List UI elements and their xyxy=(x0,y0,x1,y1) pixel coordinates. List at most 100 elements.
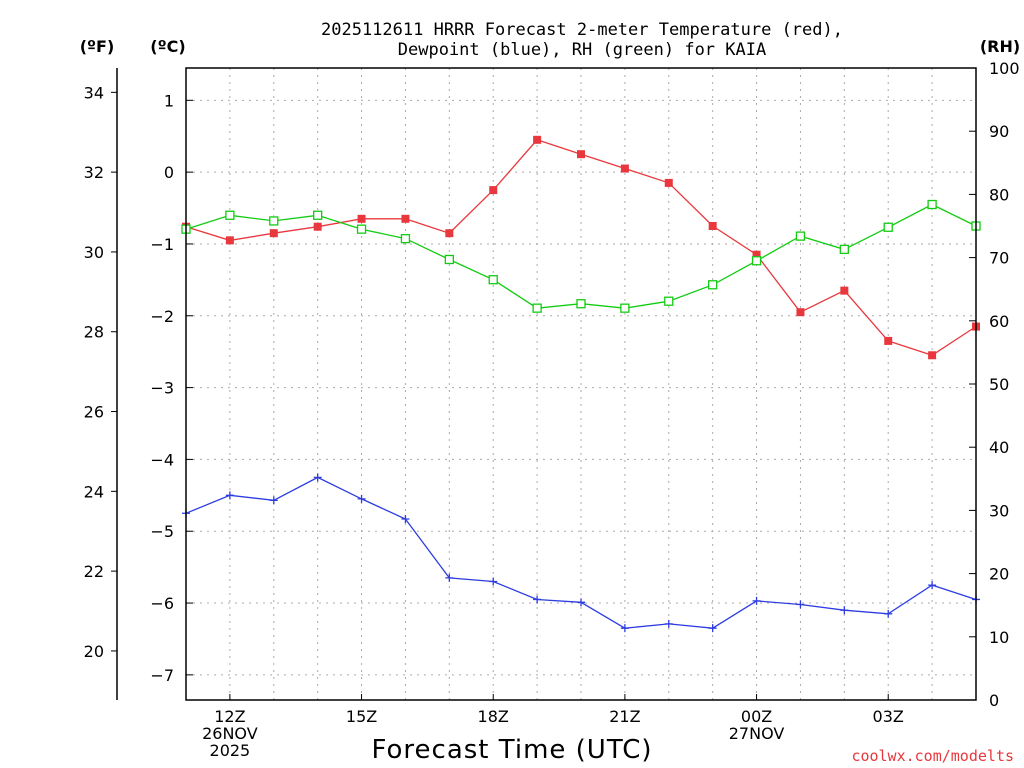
rh-tick-label: 100 xyxy=(989,59,1020,78)
rh-point xyxy=(751,256,762,266)
2-meter-temperature-point xyxy=(401,214,410,223)
rh-tick-label: 80 xyxy=(989,185,1009,204)
rh-point xyxy=(225,210,235,220)
dewpoint-point xyxy=(620,624,629,633)
dewpoint-point xyxy=(884,609,893,618)
celsius-tick-label: −6 xyxy=(150,594,174,613)
fahrenheit-unit-label: (ºF) xyxy=(80,37,115,56)
dewpoint-point xyxy=(752,596,761,605)
2-meter-temperature-point xyxy=(269,229,278,238)
x-tick-label: 18Z xyxy=(478,707,509,726)
dewpoint-point xyxy=(357,494,366,503)
source-credit: coolwx.com/modelts xyxy=(851,747,1014,765)
rh-tick-label: 10 xyxy=(989,628,1009,647)
dewpoint-point xyxy=(708,624,717,633)
dewpoint-point xyxy=(313,473,322,482)
dewpoint-point xyxy=(577,598,585,607)
2-meter-temperature-point xyxy=(708,222,717,230)
2-meter-temperature-point xyxy=(752,250,761,259)
celsius-tick-label: −5 xyxy=(150,522,174,541)
rh-tick-label: 40 xyxy=(989,438,1009,457)
2-meter-temperature-point xyxy=(664,178,673,187)
rh-point xyxy=(664,296,674,306)
2-meter-temperature-series xyxy=(182,135,980,360)
fahrenheit-tick-label: 22 xyxy=(84,562,104,581)
2-meter-temperature-point xyxy=(489,186,498,195)
fahrenheit-tick-label: 26 xyxy=(84,403,104,422)
celsius-tick-label: −4 xyxy=(150,450,174,469)
dewpoint-point xyxy=(225,491,234,500)
dewpoint-point xyxy=(840,606,849,615)
dewpoint-series xyxy=(182,473,980,633)
celsius-unit-label: (ºC) xyxy=(150,37,185,56)
dewpoint-point xyxy=(664,619,673,628)
fahrenheit-tick-label: 24 xyxy=(84,482,104,501)
rh-point xyxy=(313,210,323,220)
rh-tick-label: 60 xyxy=(989,312,1009,331)
rh-unit-label: (RH) xyxy=(980,37,1020,56)
2-meter-temperature-point xyxy=(928,351,937,360)
2-meter-temperature-line xyxy=(185,139,977,357)
rh-series xyxy=(181,199,981,313)
rh-tick-label: 20 xyxy=(989,565,1009,584)
fahrenheit-tick-label: 28 xyxy=(84,323,104,342)
x-tick-label: 12Z xyxy=(214,707,245,726)
chart-title-line-1: 2025112611 HRRR Forecast 2-meter Tempera… xyxy=(321,20,843,40)
2-meter-temperature-point xyxy=(225,236,234,245)
celsius-tick-label: −1 xyxy=(150,235,174,254)
x-tick-label: 26NOV xyxy=(202,724,258,743)
2-meter-temperature-point xyxy=(796,308,805,317)
rh-point xyxy=(620,303,630,313)
rh-point xyxy=(532,303,542,313)
celsius-tick-label: −3 xyxy=(150,379,174,398)
rh-point xyxy=(576,299,586,309)
dewpoint-point xyxy=(401,515,410,524)
chart-title-line-2: Dewpoint (blue), RH (green) for KAIA xyxy=(398,40,766,60)
rh-point xyxy=(883,222,893,232)
dewpoint-point xyxy=(796,600,805,609)
rh-tick-label: 0 xyxy=(989,691,999,710)
2-meter-temperature-point xyxy=(620,164,629,173)
rh-tick-label: 30 xyxy=(989,501,1009,520)
celsius-tick-label: −2 xyxy=(150,307,174,326)
x-tick-label: 00Z xyxy=(741,707,772,726)
fahrenheit-tick-label: 20 xyxy=(84,642,104,661)
2-meter-temperature-point xyxy=(577,150,585,159)
x-tick-label: 21Z xyxy=(609,707,640,726)
rh-point xyxy=(839,244,849,255)
dewpoint-point xyxy=(445,573,454,582)
2-meter-temperature-point xyxy=(445,229,454,238)
fahrenheit-tick-label: 30 xyxy=(84,243,104,262)
x-tick-label: 27NOV xyxy=(729,724,785,743)
rh-point xyxy=(269,216,279,226)
celsius-tick-label: −7 xyxy=(150,666,174,685)
dewpoint-point xyxy=(928,581,937,590)
celsius-axis: 1 0 −1 −2 −3 −4 −5 −6 −7 xyxy=(150,91,193,685)
fahrenheit-tick-label: 34 xyxy=(84,83,104,102)
x-tick-label: 15Z xyxy=(346,707,377,726)
2-meter-temperature-point xyxy=(533,135,542,144)
plot-frame xyxy=(185,67,977,701)
dewpoint-point xyxy=(489,577,498,586)
grid-lines xyxy=(186,68,976,700)
fahrenheit-axis: 34 32 30 28 26 24 22 20 xyxy=(84,68,118,700)
rh-point xyxy=(444,254,454,265)
x-tick-label: 2025 xyxy=(210,741,251,760)
rh-tick-label: 90 xyxy=(989,122,1009,141)
rh-point xyxy=(795,231,806,241)
2-meter-temperature-point xyxy=(840,286,849,295)
rh-point xyxy=(488,275,498,285)
2-meter-temperature-point xyxy=(357,214,366,223)
dewpoint-point xyxy=(269,496,278,505)
fahrenheit-tick-label: 32 xyxy=(84,163,104,182)
dewpoint-point xyxy=(533,595,542,604)
2-meter-temperature-point xyxy=(884,336,893,345)
rh-point xyxy=(708,280,718,290)
2-meter-temperature-point xyxy=(313,222,322,231)
rh-point xyxy=(356,224,367,234)
x-tick-label: 03Z xyxy=(873,707,904,726)
rh-tick-label: 50 xyxy=(989,375,1009,394)
